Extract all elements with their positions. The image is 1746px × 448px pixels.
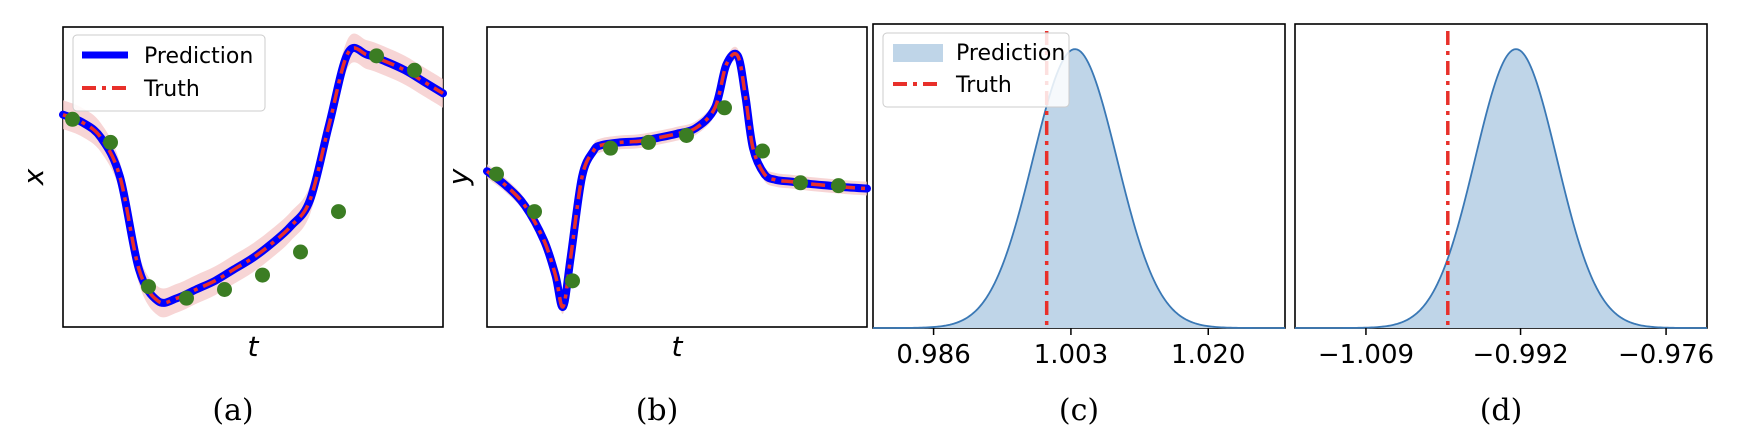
panel-a-observation-point xyxy=(407,62,422,78)
panel-a-observation-point xyxy=(255,267,270,283)
panel-b-observation-point xyxy=(717,100,732,116)
panel-b-observation-point xyxy=(603,140,618,156)
panel-a-x-axis-label: t xyxy=(248,330,260,363)
panel-b-observation-point xyxy=(565,273,580,289)
panel-a-observation-point xyxy=(179,290,194,306)
panel-d-density-chart: −1.009 −0.992 −0.976 (d) xyxy=(1294,23,1714,428)
panel-c-legend-truth-label: Truth xyxy=(955,73,1012,98)
panel-c-x-tick-label: 0.986 xyxy=(896,340,970,370)
panel-b-x-axis-label: t xyxy=(672,330,684,363)
panel-b-observation-point xyxy=(793,175,808,191)
panel-b-observation-point xyxy=(679,127,694,143)
panel-b-observation-point xyxy=(641,134,656,150)
panel-c-density-area xyxy=(873,49,1285,329)
panel-a-observation-point xyxy=(217,282,232,297)
panel-c-plot-area xyxy=(873,31,1285,329)
panel-c-legend: Prediction Truth xyxy=(882,32,1070,108)
panel-a-legend: Prediction Truth xyxy=(72,34,266,112)
panel-d-caption: (d) xyxy=(1480,393,1523,428)
panel-c-x-tick-label: 1.020 xyxy=(1171,340,1245,370)
panel-d-x-tick-label: −1.009 xyxy=(1318,340,1414,370)
panel-b-observation-point xyxy=(489,166,504,182)
panel-b-series-truth xyxy=(485,52,868,309)
panel-a-caption: (a) xyxy=(212,393,253,428)
panel-a-observation-point xyxy=(293,244,308,260)
panel-c-legend-prediction-swatch xyxy=(893,44,943,62)
panel-a-line-chart: t x Prediction Truth (a) xyxy=(17,26,447,428)
panel-b-y-axis-label: y xyxy=(442,168,475,186)
panel-c-density-chart: 0.986 1.003 1.020 Prediction Truth (c) xyxy=(872,23,1286,428)
panel-a-observation-point xyxy=(141,279,156,295)
panel-d-x-ticks: −1.009 −0.992 −0.976 xyxy=(1318,328,1714,370)
panel-d-plot-area xyxy=(1295,31,1707,329)
panel-a-legend-prediction-label: Prediction xyxy=(144,44,253,69)
panel-c-x-tick-label: 1.003 xyxy=(1034,340,1108,370)
panel-a-y-axis-label: x xyxy=(17,168,50,186)
panel-a-observation-point xyxy=(103,134,118,150)
panel-a-plot-frame xyxy=(62,26,444,328)
panel-b-line-chart: t y (b) xyxy=(442,26,871,428)
panel-a-observation-point xyxy=(331,204,346,220)
panel-a-observation-point xyxy=(369,48,384,64)
panel-c-density-curve xyxy=(873,48,1285,329)
panel-d-density-area xyxy=(1295,49,1707,328)
panel-a-legend-truth-label: Truth xyxy=(143,77,200,102)
panel-d-density-curve xyxy=(1295,48,1707,329)
panel-b-plot-area xyxy=(483,46,871,314)
panel-c-caption: (c) xyxy=(1059,393,1099,428)
panel-c-x-ticks: 0.986 1.003 1.020 xyxy=(896,328,1245,370)
panel-b-observation-point xyxy=(831,178,846,194)
panel-d-x-tick-label: −0.992 xyxy=(1472,340,1568,370)
panel-b-series-prediction xyxy=(483,49,871,311)
panel-a-observation-point xyxy=(65,111,80,127)
panel-b-observation-point xyxy=(755,143,770,159)
panel-a-plot-area xyxy=(59,33,447,318)
panel-b-caption: (b) xyxy=(636,393,679,428)
panel-c-legend-prediction-label: Prediction xyxy=(956,41,1065,66)
panel-d-x-tick-label: −0.976 xyxy=(1618,340,1714,370)
panel-b-observation-point xyxy=(527,204,542,220)
